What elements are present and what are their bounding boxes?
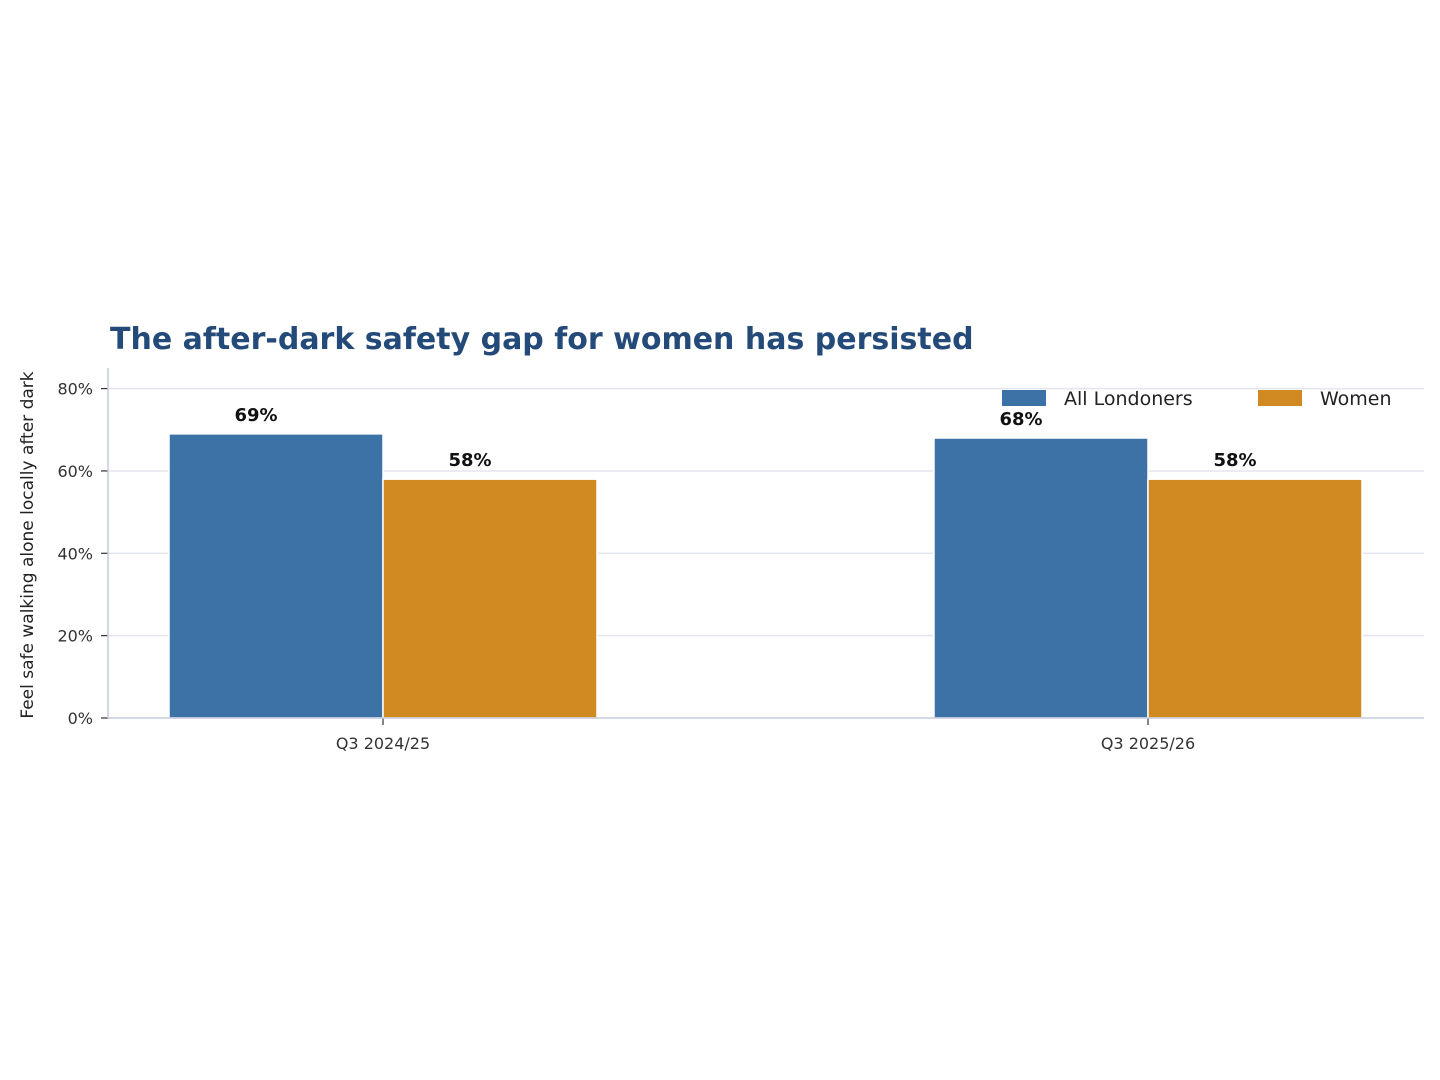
y-tick-label: 40% bbox=[57, 544, 93, 563]
legend-swatch bbox=[1002, 390, 1046, 406]
y-tick-label: 60% bbox=[57, 462, 93, 481]
legend-label: Women bbox=[1320, 388, 1392, 410]
y-tick-label: 20% bbox=[57, 627, 93, 646]
data-label: 68% bbox=[999, 409, 1042, 430]
data-label: 58% bbox=[1213, 450, 1256, 471]
bar-women bbox=[382, 478, 598, 719]
axes: 0% 20% 40% 60% 80% Q3 2024/25 Q3 2025/26 bbox=[57, 368, 1424, 753]
legend-swatch bbox=[1258, 390, 1302, 406]
bar-all-londoners bbox=[933, 437, 1149, 719]
x-tick-label: Q3 2025/26 bbox=[1101, 734, 1195, 753]
x-tick-label: Q3 2024/25 bbox=[336, 734, 430, 753]
data-labels: 69% 58% 68% 58% bbox=[234, 405, 1256, 471]
bar-women bbox=[1147, 478, 1363, 719]
y-tick-label: 0% bbox=[68, 709, 93, 728]
y-axis-label: Feel safe walking alone locally after da… bbox=[18, 371, 38, 718]
data-label: 58% bbox=[448, 450, 491, 471]
legend-label: All Londoners bbox=[1064, 388, 1193, 410]
legend: All Londoners Women bbox=[1002, 388, 1392, 410]
chart-title: The after-dark safety gap for women has … bbox=[110, 322, 974, 357]
data-label: 69% bbox=[234, 405, 277, 426]
bars bbox=[168, 433, 1363, 719]
y-tick-label: 80% bbox=[57, 380, 93, 399]
bar-all-londoners bbox=[168, 433, 384, 719]
